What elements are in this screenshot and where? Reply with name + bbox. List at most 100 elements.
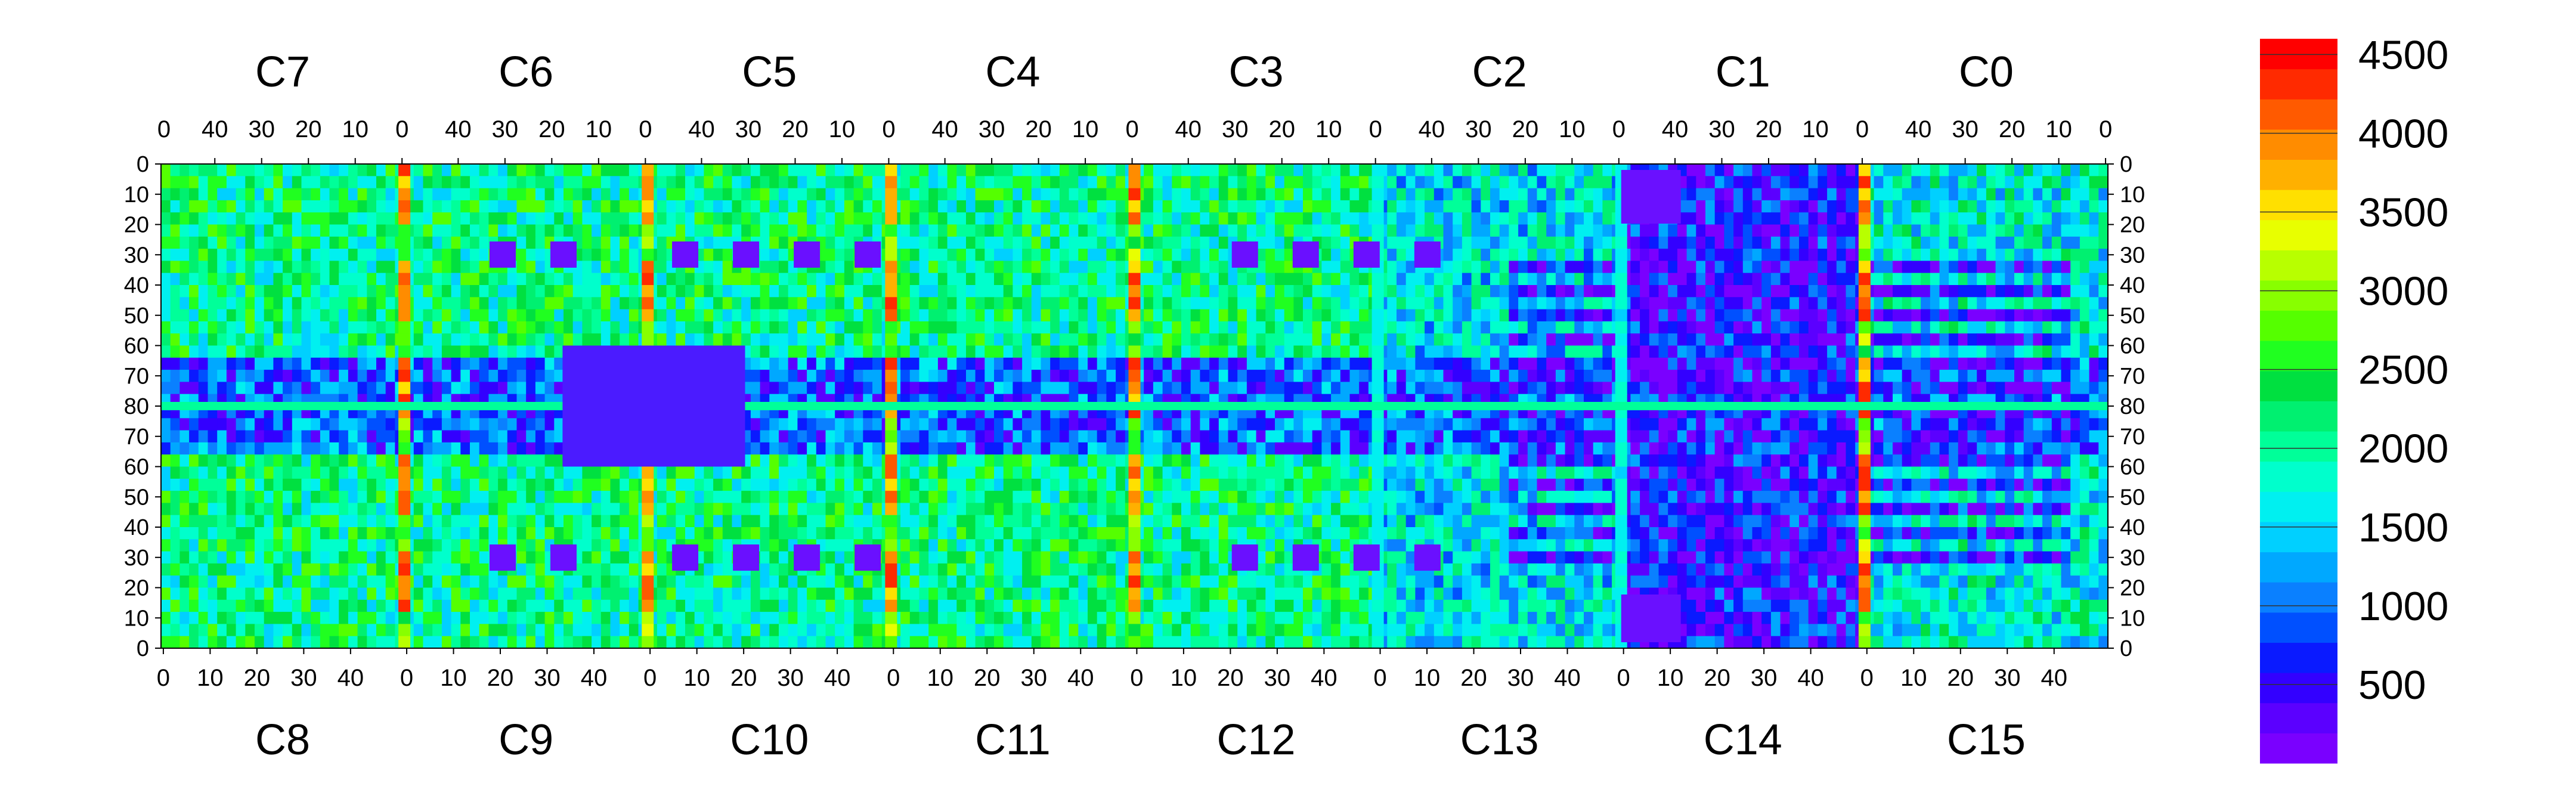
- heatmap-cell: [441, 236, 452, 249]
- heatmap-cell: [909, 321, 920, 334]
- heatmap-cell: [835, 333, 845, 346]
- heatmap-cell: [919, 636, 929, 649]
- heatmap-cell: [1293, 309, 1304, 322]
- heatmap-cell: [198, 478, 209, 491]
- heatmap-cell: [928, 236, 939, 249]
- heatmap-cell: [348, 503, 358, 516]
- heatmap-cell: [582, 466, 592, 479]
- heatmap-cell: [1088, 200, 1098, 213]
- heatmap-cell: [1218, 164, 1229, 177]
- heatmap-cell: [835, 466, 845, 479]
- heatmap-cell: [1022, 454, 1032, 467]
- top-tick-label: 40: [202, 116, 228, 143]
- heatmap-cell: [1097, 224, 1107, 237]
- heatmap-cell: [1181, 382, 1191, 395]
- heatmap-cell: [760, 503, 770, 516]
- heatmap-cell: [170, 442, 180, 455]
- heatmap-cell: [1303, 176, 1313, 189]
- heatmap-cell: [1144, 200, 1154, 213]
- heatmap-cell: [460, 527, 470, 540]
- heatmap-cell: [1116, 636, 1126, 649]
- heatmap-cell: [179, 527, 190, 540]
- heatmap-cell: [713, 551, 723, 564]
- heatmap-cell: [750, 418, 761, 431]
- heatmap-cell: [544, 176, 555, 189]
- heatmap-cell: [198, 539, 209, 552]
- heatmap-cell: [1303, 382, 1313, 395]
- heatmap-cell: [1031, 285, 1042, 298]
- heatmap-cell: [807, 515, 817, 528]
- heatmap-cell: [1190, 188, 1200, 201]
- heatmap-cell: [1106, 345, 1116, 358]
- heatmap-cell: [872, 527, 883, 540]
- heatmap-cell: [825, 551, 835, 564]
- heatmap-cell: [1088, 599, 1098, 612]
- heatmap-cell: [1256, 382, 1266, 395]
- heatmap-cell: [479, 212, 489, 225]
- heatmap-cell: [507, 321, 518, 334]
- heatmap-cell: [367, 515, 377, 528]
- heatmap-cell: [516, 321, 527, 334]
- heatmap-cell: [937, 309, 948, 322]
- heatmap-cell: [956, 357, 967, 370]
- heatmap-cell: [1256, 176, 1266, 189]
- heatmap-cell: [1209, 321, 1219, 334]
- heatmap-cell: [320, 491, 330, 503]
- heatmap-cell: [245, 466, 255, 479]
- heatmap-cell: [937, 551, 948, 564]
- heatmap-cell: [1116, 599, 1126, 612]
- heatmap-cell: [984, 587, 995, 600]
- heatmap-cell: [1228, 164, 1238, 177]
- heatmap-cell: [208, 236, 218, 249]
- heatmap-cell: [245, 551, 255, 564]
- heatmap-cell: [255, 491, 265, 503]
- heatmap-cell: [460, 188, 470, 201]
- heatmap-cell: [956, 491, 967, 503]
- heatmap-cell: [357, 515, 367, 528]
- heatmap-cell: [676, 164, 686, 177]
- heatmap-cell: [582, 491, 592, 503]
- heatmap-cell: [208, 200, 218, 213]
- heatmap-cell: [226, 345, 237, 358]
- heatmap-cell: [470, 200, 480, 213]
- heatmap-cell: [937, 249, 948, 261]
- heatmap-cell: [928, 357, 939, 370]
- heatmap-cell: [1218, 297, 1229, 310]
- bottom-tick-label: 40: [338, 665, 364, 691]
- heatmap-cell: [966, 200, 976, 213]
- bottom-tick-label: 20: [974, 665, 1001, 691]
- bottom-tick-label: 0: [1860, 665, 1874, 691]
- heatmap-cell: [526, 164, 536, 177]
- heatmap-cell: [226, 454, 237, 467]
- heatmap-cell: [1153, 224, 1163, 237]
- heatmap-cell: [526, 539, 536, 552]
- heatmap-cell: [432, 612, 442, 624]
- heatmap-cell: [1003, 430, 1013, 443]
- heatmap-cell: [1013, 200, 1023, 213]
- heatmap-cell: [460, 599, 470, 612]
- heatmap-cell: [1293, 297, 1304, 310]
- heatmap-cell: [441, 503, 452, 516]
- heatmap-cell: [1162, 321, 1172, 334]
- heatmap-cell: [189, 503, 199, 516]
- heatmap-cell: [760, 345, 770, 358]
- heatmap-cell: [283, 599, 293, 612]
- heatmap-cell: [1190, 297, 1200, 310]
- heatmap-cell: [909, 418, 920, 431]
- heatmap-cell: [283, 442, 293, 455]
- heatmap-cell: [909, 285, 920, 298]
- heatmap-cell: [966, 491, 976, 503]
- heatmap-cell: [245, 188, 255, 201]
- heatmap-cell: [937, 321, 948, 334]
- heatmap-cell: [1162, 188, 1172, 201]
- heatmap-cell: [872, 224, 883, 237]
- heatmap-cell: [198, 575, 209, 589]
- heatmap-cell: [470, 261, 480, 274]
- heatmap-cell: [966, 515, 976, 528]
- heatmap-cell: [1181, 224, 1191, 237]
- heatmap-cell: [170, 285, 180, 298]
- heatmap-cell: [1003, 188, 1013, 201]
- heatmap-cell: [816, 297, 826, 310]
- heatmap-cell: [1088, 188, 1098, 201]
- heatmap-cell: [311, 382, 321, 395]
